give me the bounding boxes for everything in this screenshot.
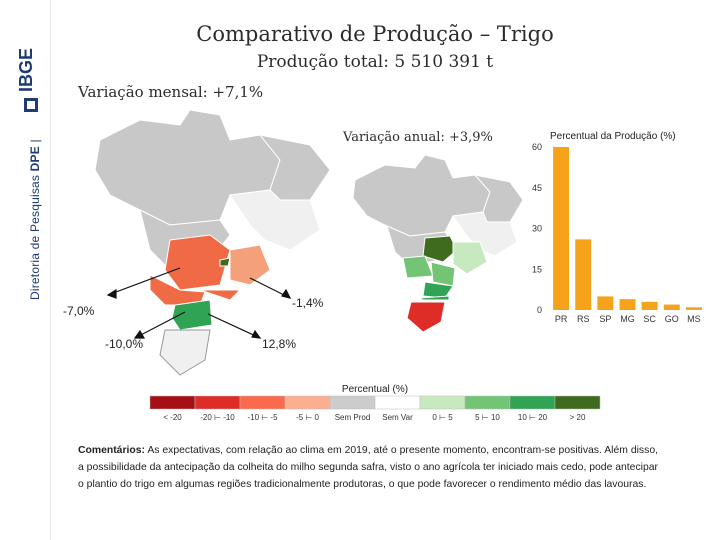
ibge-logo: IBGE: [16, 48, 38, 112]
legend-label: 5 ⊢ 10: [475, 413, 500, 422]
sidebar-department: Diretoria de Pesquisas DPE |: [28, 139, 42, 300]
x-tick-label: PR: [555, 314, 568, 324]
legend-swatch: [149, 395, 196, 410]
legend-swatch: [554, 395, 601, 410]
annual-map: [352, 154, 524, 333]
legend-label: < -20: [163, 413, 182, 422]
legend-title: Percentual (%): [342, 384, 408, 395]
sidebar-prefix: Diretoria de Pesquisas: [28, 174, 42, 300]
bar-mg: [619, 299, 636, 310]
callout-12-8: 12,8%: [262, 337, 297, 351]
x-tick-label: SP: [599, 314, 611, 324]
x-tick-label: RS: [577, 314, 590, 324]
x-tick-label: GO: [665, 314, 679, 324]
x-tick-label: SC: [643, 314, 656, 324]
callout-minus-7: -7,0%: [63, 304, 95, 318]
page-title: Comparativo de Produção – Trigo: [196, 22, 554, 46]
monthly-map: [94, 109, 331, 376]
bar-go: [663, 304, 680, 310]
legend-swatch: [284, 395, 331, 410]
annual-variation: Variação anual: +3,9%: [343, 130, 493, 145]
svg-text:IBGE: IBGE: [16, 48, 36, 92]
y-tick-label: 15: [532, 264, 542, 274]
comment-body: As expectativas, com relação ao clima em…: [78, 445, 658, 490]
callout-minus-10: -10,0%: [105, 337, 144, 351]
color-legend: Percentual (%) < -20 -20 ⊢ -10 -10 ⊢ -5 -5 …: [149, 384, 601, 422]
y-tick-label: 60: [532, 142, 542, 152]
comment-label: Comentários:: [78, 445, 145, 456]
legend-swatch: [329, 395, 376, 410]
legend-swatch: [509, 395, 556, 410]
legend-label: -5 ⊢ 0: [296, 413, 320, 422]
bar-pr: [553, 147, 570, 310]
chart-title: Percentual da Produção (%): [550, 131, 676, 142]
sidebar: Diretoria de Pesquisas DPE | IBGE: [0, 0, 51, 540]
page-subtitle: Produção total: 5 510 391 t: [256, 52, 494, 72]
y-tick-label: 0: [537, 305, 542, 315]
legend-swatch: [464, 395, 511, 410]
legend-swatch: [419, 395, 466, 410]
legend-swatch: [374, 395, 421, 410]
production-bar-chart: Percentual da Produção (%) 0 15 30 45 60 PR RS…: [532, 131, 702, 324]
legend-label: Sem Prod: [335, 413, 371, 422]
bar-sc: [641, 301, 658, 310]
legend-swatch: [194, 395, 241, 410]
comment-text: Comentários: As expectativas, com relaçã…: [78, 442, 658, 493]
bar-rs: [575, 239, 592, 310]
y-tick-label: 45: [532, 183, 542, 193]
bar-ms: [685, 307, 702, 310]
legend-label: 0 ⊢ 5: [432, 413, 453, 422]
legend-label: > 20: [570, 413, 586, 422]
legend-swatch: [239, 395, 286, 410]
y-tick-label: 30: [532, 224, 542, 234]
x-tick-label: MG: [620, 314, 635, 324]
bar-sp: [597, 296, 614, 310]
x-tick-label: MS: [687, 314, 701, 324]
legend-label: 10 ⊢ 20: [518, 413, 548, 422]
legend-label: -20 ⊢ -10: [200, 413, 235, 422]
monthly-variation: Variação mensal: +7,1%: [78, 83, 264, 101]
legend-label: -10 ⊢ -5: [247, 413, 278, 422]
sidebar-dept: DPE: [28, 146, 42, 172]
legend-label: Sem Var: [382, 413, 413, 422]
callout-minus-1-4: -1,4%: [292, 296, 324, 310]
